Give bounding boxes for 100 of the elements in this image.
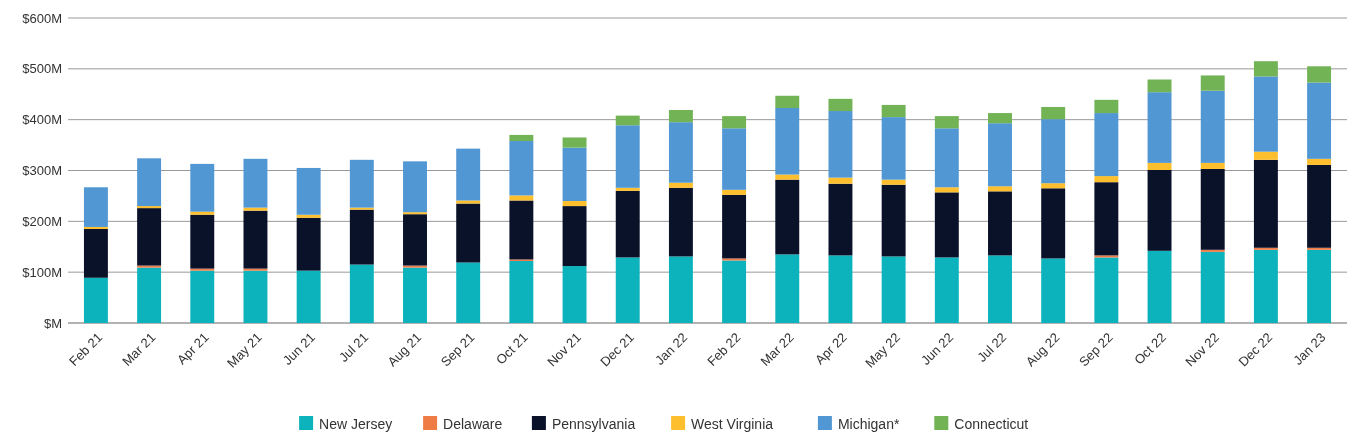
bar — [1041, 188, 1066, 259]
bar — [1094, 257, 1119, 323]
bar — [988, 123, 1012, 187]
x-tick-label: Jun 22 — [917, 329, 957, 368]
bar — [83, 187, 108, 227]
x-tick-label: Jun 21 — [279, 329, 318, 368]
x-tick-label: Jul 22 — [974, 329, 1010, 365]
bar — [615, 257, 640, 323]
x-tick-label: May 22 — [862, 329, 903, 371]
bar — [1041, 106, 1066, 120]
bar — [1094, 255, 1119, 258]
bar — [1307, 158, 1332, 165]
bar — [1307, 247, 1332, 250]
legend-label: Pennsylvania — [551, 416, 636, 432]
bar — [1200, 75, 1225, 91]
bar — [456, 262, 481, 323]
bar — [1307, 249, 1332, 323]
x-tick-label: Aug 22 — [1022, 329, 1063, 370]
y-tick-label: $500M — [22, 61, 62, 77]
bar — [456, 148, 481, 201]
bar — [403, 267, 427, 323]
bar — [668, 110, 693, 123]
bar — [243, 207, 268, 211]
bar — [988, 186, 1012, 192]
bar — [1200, 249, 1225, 252]
bar — [1253, 159, 1278, 248]
bar — [722, 260, 747, 323]
bar — [83, 226, 108, 229]
x-tick-label: Mar 22 — [757, 329, 797, 369]
bar — [456, 200, 481, 204]
y-tick-label: $100M — [22, 264, 62, 280]
bar — [509, 260, 534, 323]
x-tick-label: Jan 22 — [652, 329, 691, 368]
bar — [828, 98, 853, 112]
bar — [1307, 164, 1332, 248]
bar — [1200, 251, 1225, 323]
bar — [615, 187, 640, 191]
bar — [1307, 66, 1332, 83]
x-tick-label: Mar 21 — [119, 329, 159, 369]
bar — [775, 107, 800, 175]
bar — [722, 128, 747, 190]
bar — [1200, 162, 1225, 169]
bar — [83, 277, 108, 323]
bar — [1041, 183, 1066, 189]
bar — [1094, 182, 1119, 256]
bar — [615, 115, 640, 126]
bar — [988, 113, 1012, 124]
bar — [722, 189, 747, 195]
bar — [988, 255, 1012, 323]
x-tick-label: Nov 21 — [544, 329, 584, 370]
y-tick-label: $600M — [22, 10, 62, 26]
bar — [349, 159, 374, 208]
bar — [828, 255, 853, 323]
bar — [1147, 162, 1172, 170]
bar — [296, 214, 321, 218]
y-tick-label: $200M — [22, 213, 62, 229]
bar — [562, 201, 587, 207]
bar — [881, 117, 906, 180]
legend-label: West Virginia — [691, 416, 774, 432]
y-tick-label: $400M — [22, 112, 62, 128]
bar — [137, 267, 162, 323]
legend-label: Michigan* — [837, 416, 900, 432]
bar — [403, 265, 427, 268]
bar — [1253, 151, 1278, 160]
bar — [562, 147, 587, 201]
bar — [828, 177, 853, 184]
bar — [1307, 82, 1332, 159]
bar — [775, 174, 800, 180]
bar — [243, 158, 268, 208]
bar — [83, 228, 108, 278]
bar — [722, 194, 747, 259]
bar — [881, 179, 906, 185]
bar — [190, 270, 215, 323]
bar — [934, 128, 959, 188]
x-tick-label: Sep 21 — [437, 329, 478, 370]
bar — [296, 217, 321, 271]
bar — [403, 214, 427, 266]
bar — [403, 212, 427, 215]
bar — [296, 270, 321, 323]
bar — [1094, 113, 1119, 177]
bar — [881, 104, 906, 118]
bar — [456, 203, 481, 263]
bar — [562, 266, 587, 323]
bar — [934, 187, 959, 193]
bar — [1147, 79, 1172, 93]
bar — [562, 206, 587, 267]
bar — [1147, 92, 1172, 163]
bar — [1147, 250, 1172, 323]
x-tick-label: Feb 21 — [66, 329, 106, 369]
bar — [828, 111, 853, 178]
bar — [296, 167, 321, 215]
bar — [668, 122, 693, 183]
bar — [1147, 169, 1172, 251]
x-tick-label: Dec 22 — [1235, 329, 1276, 370]
bar — [668, 187, 693, 257]
bar — [828, 183, 853, 256]
bar — [1094, 99, 1119, 114]
bar — [349, 209, 374, 265]
x-tick-label: Apr 21 — [173, 329, 212, 368]
y-tick-label: $300M — [22, 163, 62, 179]
